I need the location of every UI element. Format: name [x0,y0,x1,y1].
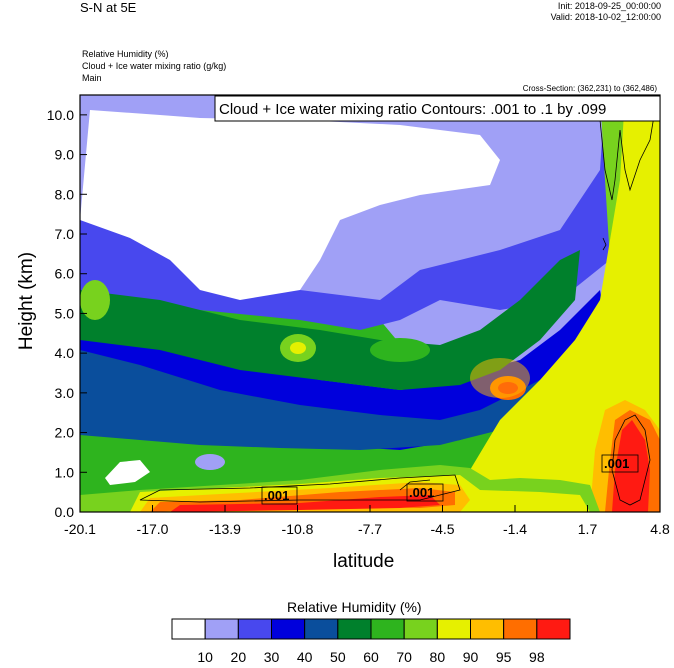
x-axis: -20.1 -17.0 -13.9 -10.8 -7.7 -4.5 -1.4 1.7 4.8 [64,505,670,537]
contour-title: Cloud + Ice water mixing ratio Contours:… [219,101,606,118]
contour-label: .001 [409,485,434,500]
colorbar-label: 95 [496,649,512,665]
x-tick-label: -4.5 [430,521,454,537]
colorbar-swatch [204,618,239,640]
x-tick-label: -13.9 [209,521,241,537]
contour-title-box [214,95,661,122]
y-tick-label: 2.0 [55,425,75,441]
x-tick-label: 4.8 [650,521,670,537]
rh-field [80,95,660,512]
x-tick-label: -10.8 [282,521,314,537]
colorbar-label: 90 [463,649,479,665]
colorbar-swatch [536,618,571,640]
contour-labels: .001 .001 .001 [261,454,639,505]
y-tick-label: 3.0 [55,385,75,401]
colorbar-label: 70 [396,649,412,665]
colorbar-label: 30 [264,649,280,665]
y-axis: 0.0 1.0 2.0 3.0 4.0 5.0 6.0 7.0 8.0 9.0 10.0 [47,107,87,520]
colorbar-label: 80 [430,649,446,665]
y-tick-label: 4.0 [55,345,75,361]
y-tick-label: 1.0 [55,464,75,480]
y-tick-label: 8.0 [55,186,75,202]
colorbar-swatch [271,618,306,640]
y-tick-label: 5.0 [55,305,75,321]
colorbar-label: 98 [529,649,545,665]
colorbar-swatch [304,618,339,640]
field-label-rh: Relative Humidity (%) [82,49,169,59]
init-time: Init: 2018-09-25_00:00:00 [557,1,661,11]
colorbar-swatch [436,618,472,640]
field-label-cloud: Cloud + Ice water mixing ratio (g/kg) [82,61,227,71]
y-tick-label: 0.0 [55,504,75,520]
valid-time: Valid: 2018-10-02_12:00:00 [550,12,661,22]
y-tick-label: 10.0 [47,107,74,123]
colorbar-label: 50 [330,649,346,665]
colorbar-title: Relative Humidity (%) [287,599,422,615]
cross-section-label: Cross-Section: (362,231) to (362,486) [522,84,657,93]
y-axis-title: Height (km) [16,251,37,351]
colorbar-swatch [237,618,272,640]
contour-label: .001 [264,488,289,503]
plot-title: S-N at 5E [80,0,137,15]
y-tick-label: 9.0 [55,147,75,163]
field-label-main: Main [82,73,102,83]
colorbar-label: 40 [297,649,313,665]
colorbar-label: 20 [231,649,247,665]
x-tick-label: -20.1 [64,521,96,537]
colorbar: 10 20 30 40 50 60 70 80 90 95 98 [171,618,571,665]
colorbar-swatch [171,618,206,640]
colorbar-swatch [337,618,372,640]
x-tick-label: -7.7 [358,521,382,537]
y-tick-label: 6.0 [55,266,75,282]
x-tick-label: -1.4 [503,521,527,537]
x-tick-label: 1.7 [578,521,598,537]
colorbar-swatch [370,618,405,640]
contour-label: .001 [604,456,629,471]
x-axis-title: latitude [333,551,395,572]
colorbar-label: 60 [363,649,379,665]
cloud-contours [139,109,656,506]
colorbar-swatch [470,618,505,640]
x-tick-label: -17.0 [137,521,169,537]
colorbar-swatch [503,618,538,640]
colorbar-swatch [403,618,438,640]
colorbar-label: 10 [197,649,213,665]
y-tick-label: 7.0 [55,226,75,242]
